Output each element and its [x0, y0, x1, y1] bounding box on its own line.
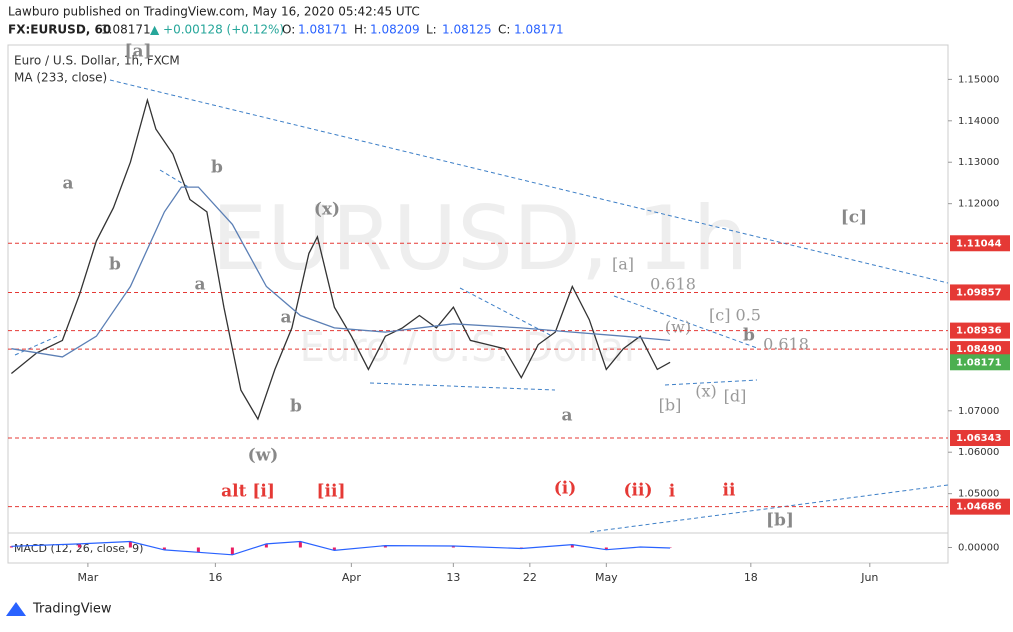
x-tick-label: Apr	[342, 571, 362, 584]
last-price-box	[950, 354, 1010, 371]
y-tick-label: 1.13000	[958, 157, 999, 168]
ohlc: O: 1.08171 H: 1.08209 L: 1.08125 C: 1.08171	[282, 23, 564, 37]
fib-label: 0.618	[763, 335, 809, 354]
ohlc-value: 1.08209	[370, 23, 420, 37]
legend-title: Euro / U.S. Dollar, 1h, FXCM	[14, 54, 180, 68]
wave-label: [a]	[124, 42, 151, 62]
watermark-sub: Euro / U.S. Dollar	[300, 325, 641, 371]
last: 1.08171	[101, 23, 151, 37]
x-tick-label: 16	[208, 571, 222, 584]
y-tick-label: 1.06000	[958, 447, 999, 458]
wave-label: (i)	[554, 479, 577, 499]
wave-label: [d]	[724, 387, 747, 406]
footer-brand[interactable]: TradingView	[32, 602, 112, 617]
wave-label: a	[62, 174, 73, 194]
plot-frame	[7, 44, 949, 564]
level-label: 1.09857	[956, 287, 1002, 298]
level-label: 1.08936	[956, 326, 1002, 337]
wave-label: (ii)	[623, 481, 652, 501]
trendline	[369, 382, 556, 391]
fib-label: 0.618	[650, 275, 696, 294]
ohlc-label: C:	[498, 23, 510, 37]
footer-logo	[6, 602, 26, 616]
ohlc-label: H:	[354, 23, 367, 37]
level-label: 1.06343	[956, 433, 1002, 444]
wave-label: [c] 0.5	[709, 306, 761, 325]
macd-y-tick-label: 0.00000	[958, 543, 999, 554]
symbol: FX:EURUSD, 60	[8, 23, 111, 37]
level-label: 1.08490	[956, 344, 1002, 355]
x-tick-label: 13	[446, 571, 460, 584]
wave-label: b	[109, 255, 121, 275]
y-tick-label: 1.12000	[958, 199, 999, 210]
wave-label: [b]	[659, 396, 682, 415]
wave-label: a	[280, 308, 291, 328]
level-box	[950, 498, 1010, 515]
ohlc-label: L:	[426, 23, 437, 37]
wave-label: [c]	[841, 208, 867, 228]
trendline	[14, 334, 61, 356]
trendline	[664, 379, 758, 386]
y-tick-label: 1.07000	[958, 406, 999, 417]
wave-label: a	[561, 406, 572, 426]
ohlc-value: 1.08125	[442, 23, 492, 37]
trendline	[613, 295, 758, 349]
wave-label: (w)	[665, 318, 691, 337]
level-box	[950, 322, 1010, 339]
ohlc-label: O:	[282, 23, 295, 37]
wave-label: [b]	[766, 511, 794, 531]
y-tick-label: 1.14000	[958, 116, 999, 127]
legend-ma: MA (233, close)	[14, 71, 107, 85]
wave-label: (x)	[314, 200, 340, 220]
x-tick-label: Jun	[860, 571, 878, 584]
level-box	[950, 341, 1010, 358]
wave-label: [a]	[612, 255, 634, 274]
wave-label: b	[743, 326, 755, 346]
y-tick-label: 1.15000	[958, 74, 999, 85]
trendline	[459, 287, 551, 336]
publisher: Lawburo published on TradingView.com, Ma…	[8, 5, 420, 19]
watermark: EURUSD, 1h	[212, 187, 749, 290]
wave-label: [ii]	[316, 482, 345, 502]
wave-label: (x)	[695, 382, 717, 401]
wave-label: ii	[723, 481, 736, 501]
wave-label: (w)	[248, 446, 279, 466]
level-box	[950, 235, 1010, 252]
level-box	[950, 284, 1010, 301]
wave-label: i	[669, 482, 676, 502]
wave-label: b	[211, 158, 223, 178]
trendline	[109, 79, 949, 284]
level-box	[950, 430, 1010, 447]
wave-label: alt [i]	[221, 482, 275, 502]
price-line	[11, 186, 671, 358]
price-line	[10, 97, 671, 421]
macd-line	[11, 540, 671, 556]
x-tick-label: Mar	[78, 571, 99, 584]
wave-label: b	[290, 397, 302, 417]
last-price-label: 1.08171	[956, 357, 1002, 368]
level-label: 1.04686	[956, 502, 1002, 513]
x-tick-label: 18	[744, 571, 758, 584]
change: ▲ +0.00128 (+0.12%)	[150, 23, 284, 37]
ohlc-value: 1.08171	[514, 23, 564, 37]
x-tick-label: 22	[523, 571, 537, 584]
level-label: 1.11044	[956, 238, 1002, 249]
x-tick-label: May	[595, 571, 618, 584]
y-tick-label: 1.05000	[958, 489, 999, 500]
ohlc-value: 1.08171	[298, 23, 348, 37]
wave-label: a	[194, 275, 205, 295]
